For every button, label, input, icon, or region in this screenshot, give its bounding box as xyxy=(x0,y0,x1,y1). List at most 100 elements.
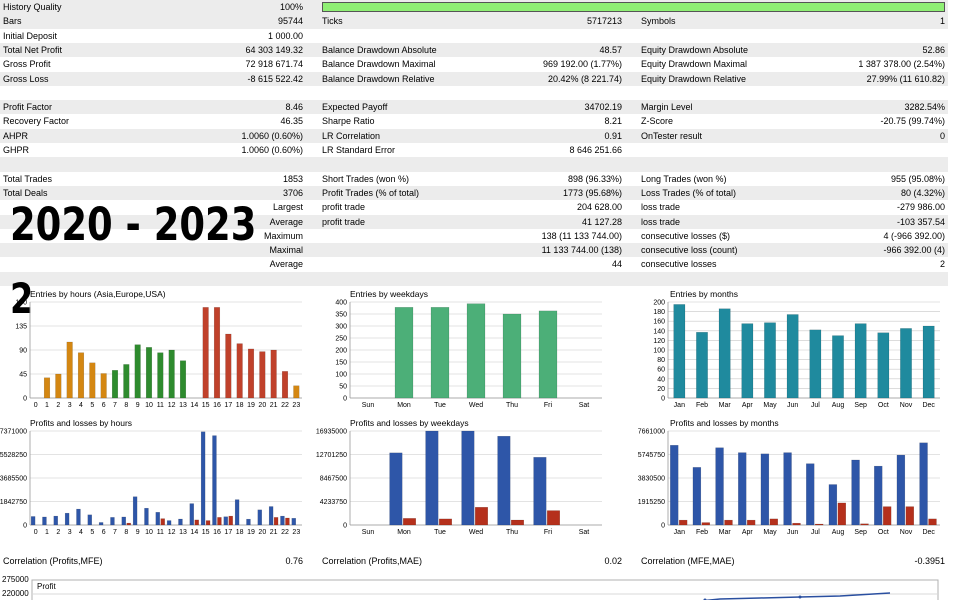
xtick-label: 2 xyxy=(56,402,60,409)
xtick-label: Tue xyxy=(434,402,446,409)
report-row: Gross Loss -8 615 522.42 Balance Drawdown … xyxy=(0,71,948,86)
ytick-label: 120 xyxy=(653,338,665,345)
bar xyxy=(293,385,300,399)
stat-label: Equity Drawdown Absolute xyxy=(641,44,749,55)
profit-bar xyxy=(53,515,58,526)
xtick-label: Wed xyxy=(469,402,483,409)
xtick-label: 12 xyxy=(168,529,176,536)
profit-bar xyxy=(760,453,770,526)
xtick-label: 19 xyxy=(247,402,255,409)
ytick-label: 3685500 xyxy=(0,476,27,483)
bar xyxy=(394,307,414,399)
bar xyxy=(145,347,153,399)
profit-bar xyxy=(200,431,206,526)
xtick-label: 0 xyxy=(34,402,38,409)
stat-label: Profit Trades (% of total) xyxy=(322,187,420,198)
year-range-overlay: 2020 - 2023 xyxy=(10,198,257,251)
xtick-label: 5 xyxy=(90,402,94,409)
xtick-label: Jul xyxy=(811,402,820,409)
ytick-label: 40 xyxy=(657,376,665,383)
ytick-label: 200 xyxy=(653,300,665,307)
report-row: Total Deals 3706 Profit Trades (% of total… xyxy=(0,185,948,201)
xtick-label: Tue xyxy=(434,529,446,536)
profit-bar xyxy=(389,452,403,526)
ytick-label: 60 xyxy=(657,367,665,374)
bar xyxy=(764,322,776,399)
stat-label: Bars xyxy=(3,16,22,27)
xtick-label: 21 xyxy=(270,402,278,409)
stat-label: Gross Loss xyxy=(3,73,49,84)
number-overlay: 2 xyxy=(10,274,34,323)
xtick-label: 12 xyxy=(168,402,176,409)
correlation-row: Correlation (Profits,MFE) 0.76 Correlati… xyxy=(0,556,948,570)
profit-bar xyxy=(30,516,36,526)
stat-value xyxy=(0,272,303,286)
xtick-label: 23 xyxy=(292,529,300,536)
xtick-label: 5 xyxy=(90,529,94,536)
bar xyxy=(43,377,51,399)
ytick-label: 140 xyxy=(653,328,665,335)
profit-bar xyxy=(806,463,815,526)
xtick-label: Sat xyxy=(579,402,590,409)
loss-bar xyxy=(126,522,131,526)
ytick-label: 250 xyxy=(335,336,347,343)
ytick-label: 80 xyxy=(657,357,665,364)
xtick-label: Aug xyxy=(832,529,845,536)
ytick-label: 0 xyxy=(23,396,27,403)
xtick-label: Wed xyxy=(469,529,483,536)
stat-value: 72 918 671.74 xyxy=(245,59,303,70)
report-row: Maximal 11 133 744.00 (138) consecutive lo… xyxy=(0,243,948,258)
stat-value: 46.35 xyxy=(280,116,303,127)
loss-bar xyxy=(837,502,846,526)
stat-label: Gross Profit xyxy=(3,59,51,70)
xtick-label: 13 xyxy=(179,402,187,409)
stat-label: Recovery Factor xyxy=(3,116,70,127)
profit-bar xyxy=(246,518,251,526)
stat-label: Long Trades (won %) xyxy=(641,173,727,184)
stat-value: 898 (96.33%) xyxy=(567,173,622,184)
ytick-label: 90 xyxy=(19,348,27,355)
xtick-label: Feb xyxy=(696,529,708,536)
bar xyxy=(430,307,450,399)
xtick-label: Oct xyxy=(878,402,889,409)
loss-bar xyxy=(217,517,222,526)
profit-bar xyxy=(919,442,928,526)
xtick-label: Sep xyxy=(854,529,867,536)
xtick-label: 1 xyxy=(45,529,49,536)
xtick-label: 13 xyxy=(179,529,187,536)
profit-bar xyxy=(425,430,439,526)
history-quality-bar xyxy=(322,2,945,12)
ytick-label: 3830500 xyxy=(638,476,665,483)
stat-label: GHPR xyxy=(3,145,30,155)
xtick-label: Mar xyxy=(719,529,732,536)
stat-label: Z-Score xyxy=(641,116,674,127)
ytick-label: 0 xyxy=(343,523,347,530)
stat-value xyxy=(641,143,945,157)
ytick-label: 50 xyxy=(339,384,347,391)
xtick-label: 18 xyxy=(236,402,244,409)
stat-value: 204 628.00 xyxy=(576,202,622,213)
corr-profits-mae-value: 0.02 xyxy=(604,556,622,566)
xtick-label: 14 xyxy=(190,402,198,409)
bar xyxy=(77,352,85,399)
xtick-label: Feb xyxy=(696,402,708,409)
xtick-label: 23 xyxy=(292,402,300,409)
loss-bar xyxy=(194,519,199,526)
stat-value: 1773 (95.68%) xyxy=(562,187,622,198)
xtick-label: Thu xyxy=(506,402,518,409)
stat-value: 4 (-966 392.00) xyxy=(883,230,945,241)
loss-bar xyxy=(701,522,710,526)
xtick-label: 20 xyxy=(258,529,266,536)
profit-bar xyxy=(291,518,296,526)
xtick-label: 9 xyxy=(136,529,140,536)
ytick-label: 7661000 xyxy=(638,429,665,436)
report-row: Total Net Profit 64 303 149.32 Balance Dra… xyxy=(0,42,948,58)
stat-value: 8.21 xyxy=(604,116,622,127)
stat-label: Total Net Profit xyxy=(3,44,63,55)
stat-value: Average xyxy=(269,259,303,270)
xtick-label: 10 xyxy=(145,529,153,536)
xtick-label: Thu xyxy=(506,529,518,536)
stat-label: Profit Factor xyxy=(3,102,53,113)
xtick-label: Dec xyxy=(922,402,935,409)
bar xyxy=(281,371,289,399)
